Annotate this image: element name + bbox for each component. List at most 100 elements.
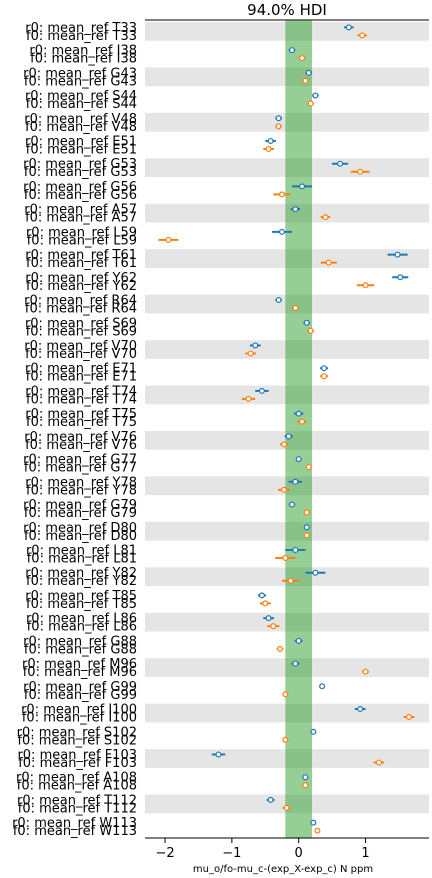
hdi-point-r0 [311,820,316,825]
x-tick-label: 0 [295,846,303,861]
y-tick-label: f0: mean_ref T33 [26,29,137,44]
hdi-point-f0 [363,669,368,674]
y-tick-label: f0: mean_ref Y82 [26,574,137,589]
y-tick-label: f0: mean_ref E71 [26,370,137,385]
y-tick-label: f0: mean_ref E51 [26,142,137,157]
hdi-point-f0 [304,510,309,515]
hdi-point-r0 [346,25,351,30]
y-tick-label: f0: mean_ref S69 [26,324,137,339]
hdi-point-r0 [304,525,309,530]
hdi-point-r0 [313,570,318,575]
hdi-point-f0 [280,192,285,197]
hdi-point-f0 [263,601,268,606]
hdi-point-f0 [376,760,381,765]
x-axis-label: mu_o/fo-mu_c-(exp_X-exp_c) N ppm [193,864,373,875]
hdi-point-f0 [278,646,283,651]
hdi-point-r0 [296,457,301,462]
hdi-point-r0 [306,70,311,75]
y-tick-label: f0: mean_ref R64 [25,302,137,317]
hdi-point-r0 [322,366,327,371]
rope-region [285,20,312,838]
hdi-point-f0 [326,260,331,265]
y-tick-label: f0: mean_ref L59 [27,233,137,248]
hdi-point-r0 [300,184,305,189]
rope-band [285,20,312,838]
hdi-point-f0 [246,397,251,402]
y-tick-label: f0: mean_ref G53 [24,165,137,180]
y-tick-label: f0: mean_ref L81 [27,551,137,566]
y-tick-label: f0: mean_ref W113 [13,824,137,839]
hdi-point-f0 [323,215,328,220]
hdi-point-r0 [253,343,258,348]
hdi-point-r0 [395,252,400,257]
y-tick-label: f0: mean_ref M96 [23,665,137,680]
hdi-point-f0 [308,101,313,106]
hdi-point-f0 [304,533,309,538]
hdi-point-r0 [286,434,291,439]
y-tick-label: f0: mean_ref G99 [24,688,137,703]
hdi-point-f0 [315,828,320,833]
hdi-point-r0 [296,638,301,643]
y-tick-label: f0: mean_ref S102 [17,733,137,748]
hdi-point-r0 [290,502,295,507]
y-tick-label: f0: mean_ref I100 [22,711,137,726]
hdi-point-f0 [283,737,288,742]
y-tick-label: f0: mean_ref A108 [17,779,137,794]
y-tick-label: f0: mean_ref V48 [25,120,137,135]
hdi-point-f0 [288,578,293,583]
hdi-point-f0 [282,487,287,492]
hdi-point-f0 [166,237,171,242]
hdi-point-f0 [407,715,412,720]
y-tick-label: f0: mean_ref Y78 [26,483,137,498]
hdi-point-r0 [280,229,285,234]
hdi-point-f0 [300,56,305,61]
y-tick-label: f0: mean_ref G43 [24,74,137,89]
hdi-point-f0 [282,442,287,447]
y-tick-label: f0: mean_ref F103 [18,756,137,771]
hdi-point-r0 [304,320,309,325]
hdi-point-r0 [260,593,265,598]
hdi-point-f0 [308,328,313,333]
hdi-point-r0 [313,93,318,98]
hdi-point-r0 [303,775,308,780]
hdi-point-r0 [260,389,265,394]
hdi-point-f0 [271,624,276,629]
hdi-point-r0 [338,161,343,166]
y-tick-label: f0: mean_ref G88 [24,642,137,657]
hdi-point-f0 [266,147,271,152]
hdi-point-f0 [283,556,288,561]
hdi-point-f0 [303,783,308,788]
hdi-point-f0 [300,419,305,424]
y-tick-label: f0: mean_ref I38 [30,52,137,67]
hdi-point-r0 [276,298,281,303]
y-tick-label: f0: mean_ref L86 [27,620,137,635]
hdi-point-r0 [358,707,363,712]
y-tick-label: f0: mean_ref V76 [25,438,137,453]
hdi-point-r0 [266,616,271,621]
y-tick-label: f0: mean_ref T85 [26,597,137,612]
hdi-point-f0 [358,169,363,174]
y-tick-label: f0: mean_ref G77 [24,461,137,476]
y-tick-label: f0: mean_ref Y62 [26,279,137,294]
y-tick-label: f0: mean_ref T112 [18,801,137,816]
hdi-point-f0 [306,465,311,470]
x-tick-label: −1 [222,846,241,861]
chart-title: 94.0% HDI [247,1,327,19]
hdi-point-f0 [360,33,365,38]
hdi-point-r0 [268,139,273,144]
hdi-point-f0 [248,351,253,356]
hdi-point-r0 [293,661,298,666]
hdi-point-f0 [283,692,288,697]
hdi-point-r0 [293,479,298,484]
hdi-point-r0 [268,798,273,803]
hdi-point-r0 [398,275,403,280]
x-tick-label: −2 [155,846,174,861]
hdi-point-r0 [216,752,221,757]
hdi-point-f0 [276,124,281,129]
hdi-point-r0 [293,207,298,212]
y-tick-label: f0: mean_ref T75 [26,415,137,430]
hdi-point-r0 [290,48,295,53]
hdi-point-f0 [303,78,308,83]
